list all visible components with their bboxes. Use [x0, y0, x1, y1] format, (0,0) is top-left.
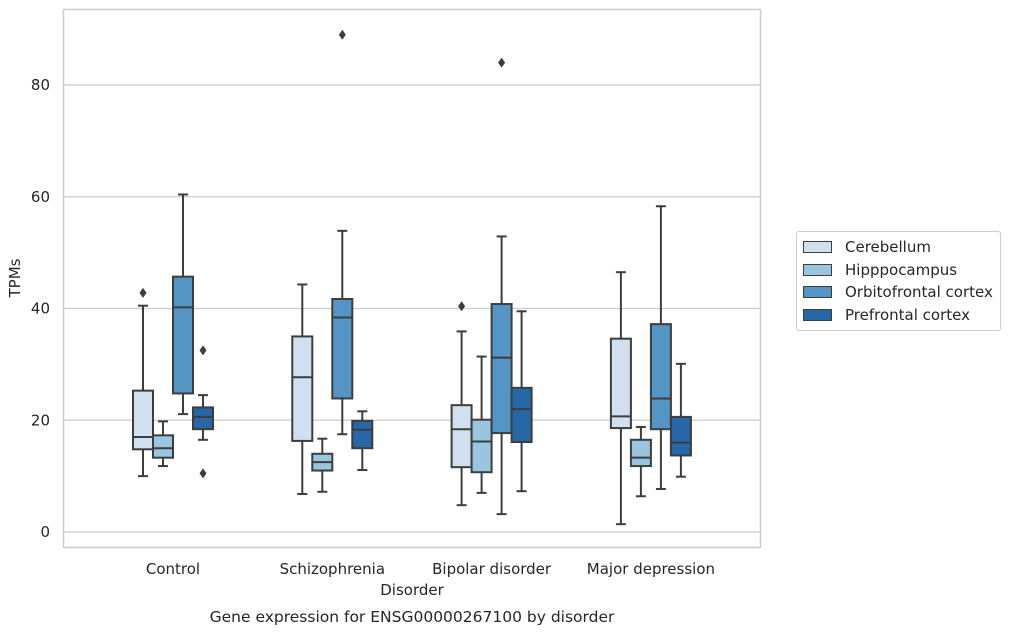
x-tick-label: Control	[146, 560, 200, 578]
chart-caption: Gene expression for ENSG00000267100 by d…	[210, 608, 615, 626]
legend-item: Hipppocampus	[797, 259, 1000, 282]
legend-item: Prefrontal cortex	[797, 304, 1000, 327]
legend-swatch	[803, 241, 832, 254]
y-tick-label: 0	[40, 523, 50, 541]
y-tick-label: 60	[31, 188, 50, 206]
legend-swatch	[803, 263, 832, 276]
x-tick-label: Bipolar disorder	[432, 560, 552, 578]
box-cerebellum	[291, 283, 314, 496]
legend-label: Prefrontal cortex	[845, 305, 970, 324]
legend-label: Cerebellum	[845, 238, 931, 257]
box-iqr	[152, 434, 174, 459]
legend-swatch	[803, 308, 832, 321]
box-iqr	[609, 337, 632, 430]
box-hipppocampus	[311, 437, 334, 493]
legend-label: Hipppocampus	[845, 260, 958, 279]
box-orbitofrontal-cortex	[649, 205, 672, 490]
box-cerebellum	[609, 271, 632, 526]
box-prefrontal-cortex	[351, 410, 374, 471]
legend-item: Cerebellum	[797, 236, 1000, 259]
box-iqr	[192, 406, 214, 431]
box-series	[132, 29, 692, 526]
y-tick-label: 20	[31, 411, 50, 429]
box-prefrontal-cortex	[510, 310, 533, 493]
box-prefrontal-cortex	[192, 345, 214, 479]
y-tick-label: 40	[31, 300, 50, 318]
box-iqr	[490, 303, 513, 435]
legend-label: Orbitofrontal cortex	[845, 283, 993, 302]
y-axis-label: TPMs	[6, 258, 24, 298]
box-iqr	[450, 404, 473, 469]
plot-area	[62, 8, 762, 549]
box-hipppocampus	[629, 425, 652, 498]
outlier-point	[498, 57, 506, 68]
box-iqr	[629, 438, 652, 468]
box-iqr	[649, 323, 672, 431]
x-tick-label: Schizophrenia	[280, 560, 385, 578]
box-iqr	[291, 335, 314, 442]
x-tick-label: Major depression	[587, 560, 715, 578]
outlier-point	[199, 345, 207, 356]
box-iqr	[669, 415, 692, 457]
box-iqr	[510, 386, 533, 444]
legend: Cerebellum Hipppocampus Orbitofrontal cort…	[796, 231, 1001, 331]
box-iqr	[331, 298, 354, 400]
outlier-point	[458, 301, 466, 312]
box-iqr	[132, 389, 154, 451]
box-orbitofrontal-cortex	[331, 29, 354, 436]
box-cerebellum	[132, 287, 154, 478]
outlier-point	[199, 468, 207, 479]
x-tick-labels: Control Schizophrenia Bipolar disorder Majo…	[146, 560, 715, 578]
box-orbitofrontal-cortex	[490, 57, 513, 516]
outlier-point	[338, 29, 346, 40]
x-axis-label: Disorder	[380, 581, 444, 599]
box-iqr	[470, 418, 493, 474]
legend-item: Orbitofrontal cortex	[797, 281, 1000, 304]
box-orbitofrontal-cortex	[172, 193, 194, 416]
box-prefrontal-cortex	[669, 362, 692, 478]
box-hipppocampus	[152, 420, 174, 468]
y-tick-labels: 0 20 40 60 80	[31, 76, 50, 541]
y-tick-label: 80	[31, 76, 50, 94]
legend-swatch	[803, 286, 832, 299]
box-iqr	[172, 275, 194, 395]
box-iqr	[351, 419, 374, 450]
outlier-point	[139, 287, 147, 298]
box-cerebellum	[450, 301, 473, 507]
box-hipppocampus	[470, 355, 493, 494]
